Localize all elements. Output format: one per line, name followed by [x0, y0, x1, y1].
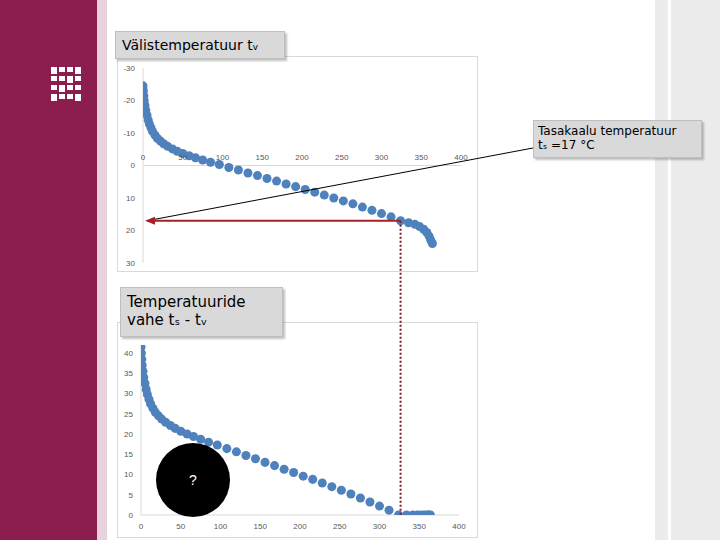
svg-text:200: 200 [293, 522, 307, 531]
svg-text:250: 250 [335, 153, 349, 162]
svg-text:100: 100 [214, 522, 228, 531]
svg-text:25: 25 [124, 410, 133, 419]
svg-text:-20: -20 [123, 96, 135, 105]
svg-text:15: 15 [124, 450, 133, 459]
html-text:Välistemperatuur tᵥ: Välistemperatuur tᵥ [122, 37, 259, 53]
svg-text:20: 20 [124, 430, 133, 439]
svg-text:5: 5 [129, 491, 134, 500]
svg-text:100: 100 [216, 153, 230, 162]
html-text:Tasakaalu temperatuur tₛ =17 °: Tasakaalu temperatuur tₛ =17 °C [538, 124, 677, 153]
svg-text:300: 300 [375, 153, 389, 162]
svg-text:150: 150 [254, 522, 268, 531]
svg-text:300: 300 [373, 522, 387, 531]
svg-text:200: 200 [295, 153, 309, 162]
svg-text:400: 400 [454, 153, 468, 162]
svg-text:50: 50 [178, 153, 187, 162]
svg-text:30: 30 [126, 259, 135, 268]
svg-text:350: 350 [413, 522, 427, 531]
svg-text:10: 10 [124, 470, 133, 479]
svg-text:20: 20 [126, 226, 135, 235]
svg-text:150: 150 [256, 153, 270, 162]
svg-text:0: 0 [139, 522, 144, 531]
svg-text:50: 50 [176, 522, 185, 531]
svg-text:250: 250 [333, 522, 347, 531]
svg-text:0: 0 [129, 511, 134, 520]
svg-text:10: 10 [126, 194, 135, 203]
svg-text:30: 30 [124, 389, 133, 398]
svg-text:0: 0 [141, 153, 146, 162]
html-text:Temperatuuride vahe tₛ - tᵥ: Temperatuuride vahe tₛ - tᵥ [127, 293, 246, 329]
svg-text:0: 0 [131, 161, 136, 170]
svg-text:350: 350 [415, 153, 429, 162]
svg-text:40: 40 [124, 349, 133, 358]
svg-text:400: 400 [452, 522, 466, 531]
svg-text:35: 35 [124, 369, 133, 378]
svg-text:-10: -10 [123, 129, 135, 138]
svg-text:-30: -30 [123, 64, 135, 73]
